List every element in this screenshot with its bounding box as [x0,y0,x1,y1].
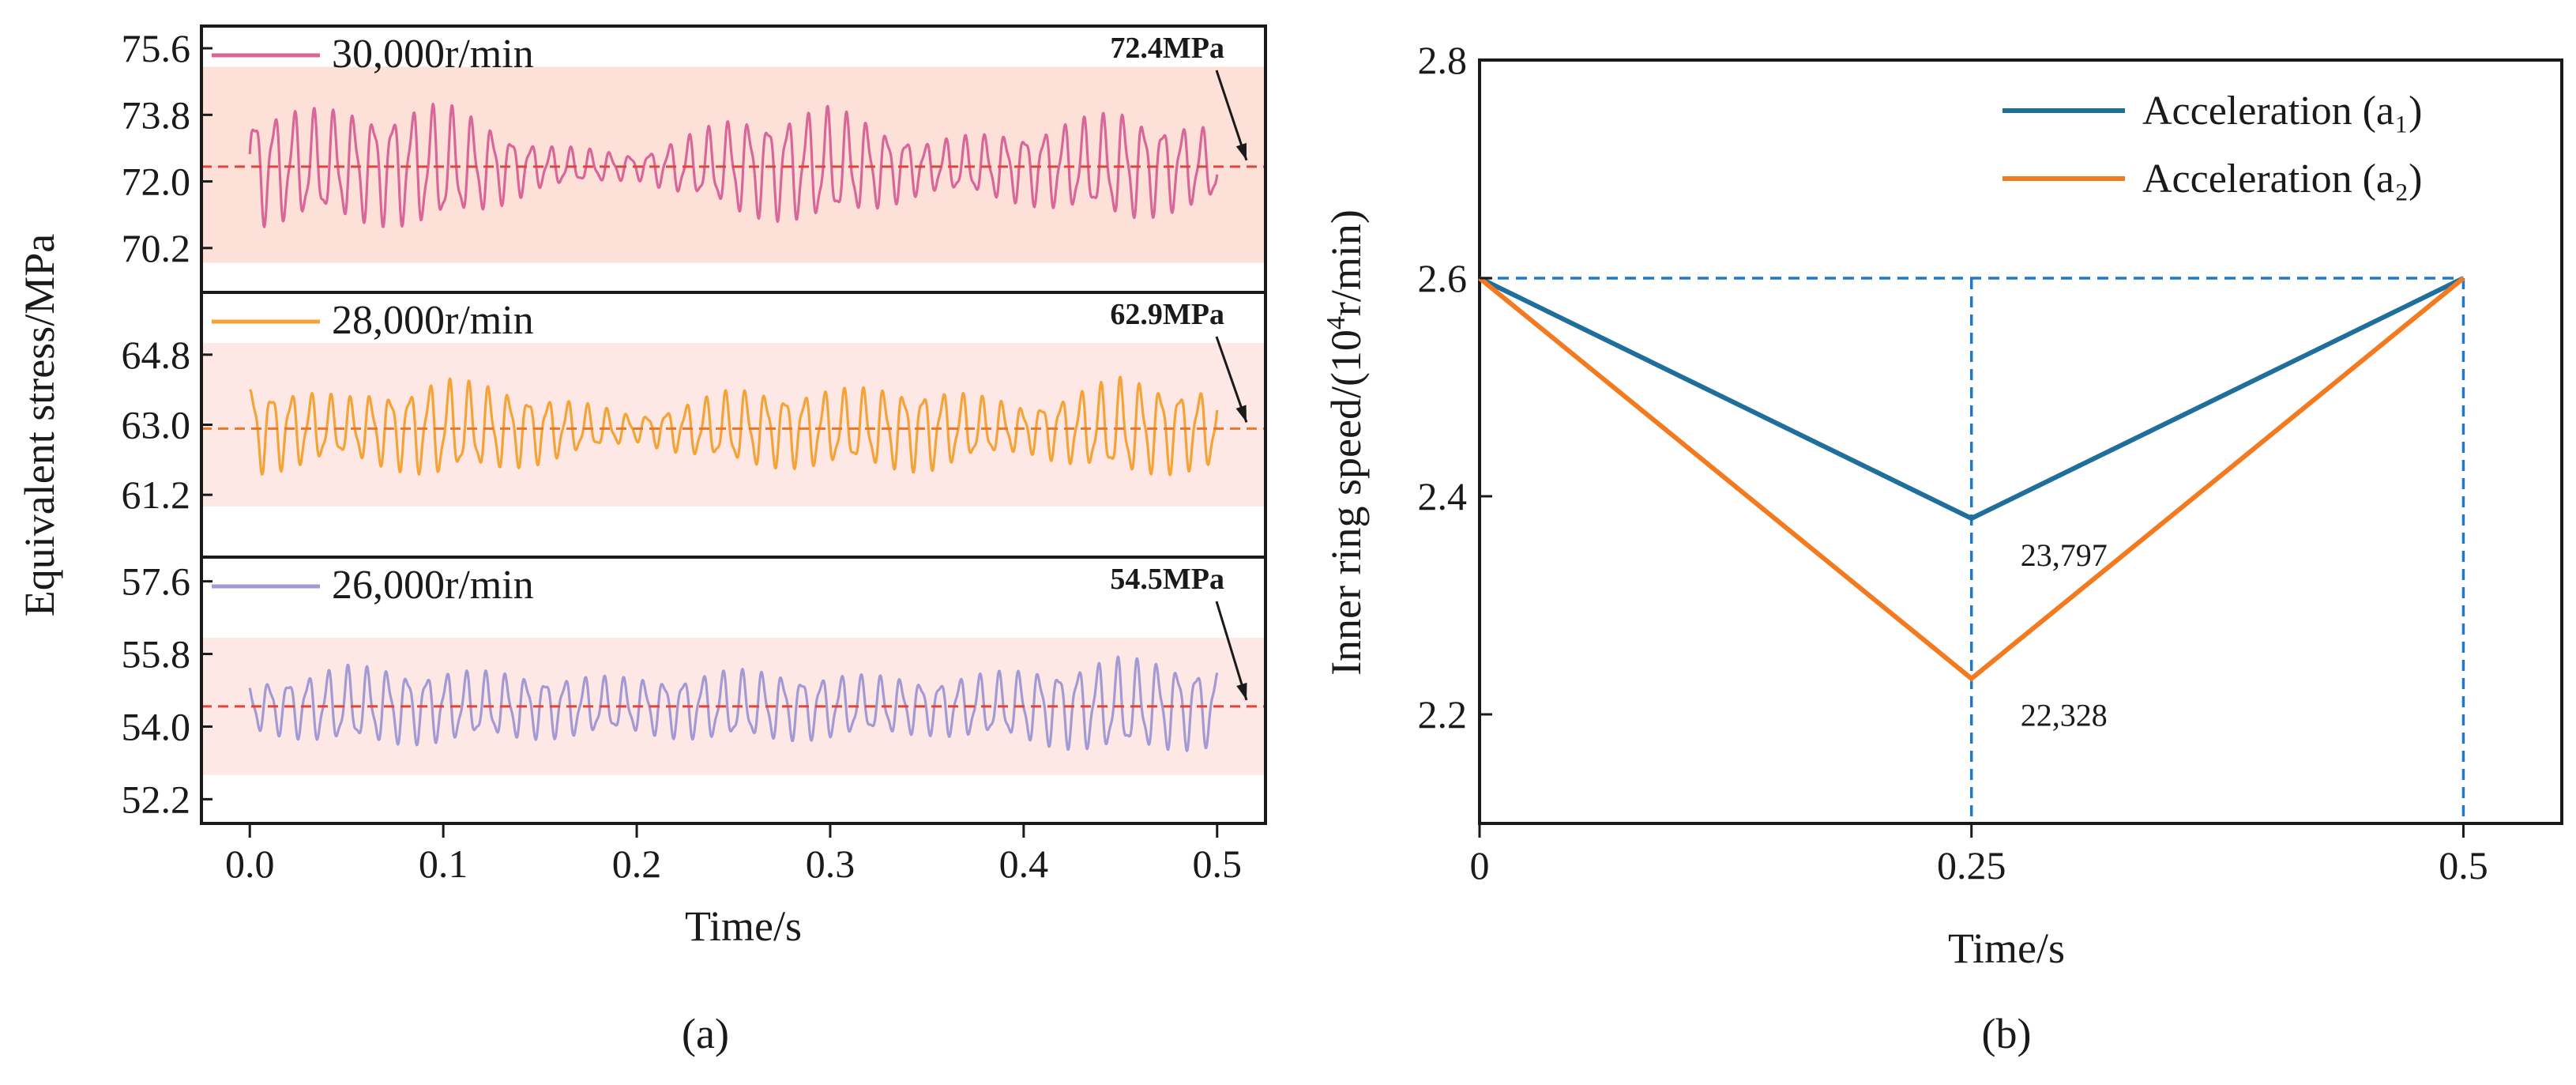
x-tick-label: 0.2 [612,842,662,886]
y-tick-label: 64.8 [122,333,191,377]
panel-b-plot-frame [1478,58,2563,825]
mean-stress-annotation: 54.5MPa [1110,563,1224,596]
y-tick-label: 54.0 [122,704,191,748]
x-tick-label: 0.5 [1193,842,1243,886]
y-tick-label: 57.6 [122,559,191,604]
mean-stress-annotation: 72.4MPa [1110,32,1224,65]
panel-b-legend: Acceleration (a₁) Acceleration (a₂) [2003,89,2422,202]
panel-b-ticks: 2.8 2.6 2.4 2.2 0 0.25 0.5 [1418,38,2488,887]
panel-b-reference-lines [1480,277,2465,823]
panel-b-x-axis-title: Time/s [1948,925,2065,972]
stress-signal-line [248,103,1219,228]
subplot-frame [200,556,1267,825]
series-line-2 [1478,276,2465,682]
stress-signal-line [249,375,1219,477]
legend-label: 26,000r/min [332,563,534,608]
y-tick-label: 73.8 [122,92,191,137]
x-tick-label: 0.5 [2439,843,2488,887]
x-tick-label: 0.3 [806,842,856,886]
series-line-1 [1478,276,2465,522]
stress-signal-line [248,655,1219,752]
annotation-arrow-shaft [1215,601,1248,701]
y-tick-label: 2.2 [1418,692,1468,737]
panel-b-y-axis-title: Inner ring speed/(104r/min) [1322,209,1370,676]
y-tick-label: 55.8 [122,632,191,676]
panel-b-label: (b) [1982,1010,2032,1057]
legend-label: 28,000r/min [332,298,534,343]
panel-a: 72.4MPa 30,000r/min 75.6 73.8 72.0 70.2 62.9MP… [16,24,1267,1057]
y-tick-label: 75.6 [122,26,191,70]
x-tick-label: 0.0 [225,842,275,886]
y-tick-label: 2.6 [1418,256,1468,300]
y-tick-label: 2.4 [1418,474,1468,518]
panel-a-y-axis-title: Equivalent stress/MPa [16,234,63,616]
minimum-speed-label: 23,797 [2021,537,2108,573]
stress-subplot-2: 62.9MPa 28,000r/min 64.8 63.0 61.2 [122,291,1267,559]
x-tick-label: 0 [1470,843,1490,887]
y-tick-label: 2.8 [1418,38,1468,82]
legend-label: Acceleration (a₂) [2142,156,2422,202]
legend-label: Acceleration (a₁) [2142,89,2422,134]
mean-stress-annotation: 62.9MPa [1110,298,1224,331]
y-tick-label: 52.2 [122,777,191,821]
x-tick-label: 0.1 [419,842,468,886]
x-tick-label: 0.4 [999,842,1049,886]
stress-subplot-3: 54.5MPa 26,000r/min 57.6 55.8 54.0 52.2 [122,556,1267,825]
panel-b-series: 23,797 22,328 [1478,276,2465,733]
minimum-speed-label: 22,328 [2021,698,2108,733]
y-tick-label: 61.2 [122,473,191,517]
stress-subplots: 72.4MPa 30,000r/min 75.6 73.8 72.0 70.2 62.9MP… [122,24,1267,825]
panel-a-x-axis-title: Time/s [685,902,802,950]
legend-label: 30,000r/min [332,32,534,77]
y-tick-label: 70.2 [122,226,191,270]
panel-a-x-ticks: 0.0 0.1 0.2 0.3 0.4 0.5 [225,823,1242,886]
annotation-arrow-head [1235,142,1247,160]
panel-a-label: (a) [682,1010,729,1057]
stress-band [201,343,1265,507]
y-tick-label: 72.0 [122,160,191,204]
panel-b: 23,797 22,328 2.8 2.6 2.4 2.2 0 0.25 0.5 Accele… [1322,38,2563,1057]
y-tick-label: 63.0 [122,403,191,447]
annotation-arrow-head [1235,405,1247,423]
stress-subplot-1: 72.4MPa 30,000r/min 75.6 73.8 72.0 70.2 [122,24,1267,294]
annotation-arrow-head [1236,682,1247,700]
x-tick-label: 0.25 [1937,843,2006,887]
